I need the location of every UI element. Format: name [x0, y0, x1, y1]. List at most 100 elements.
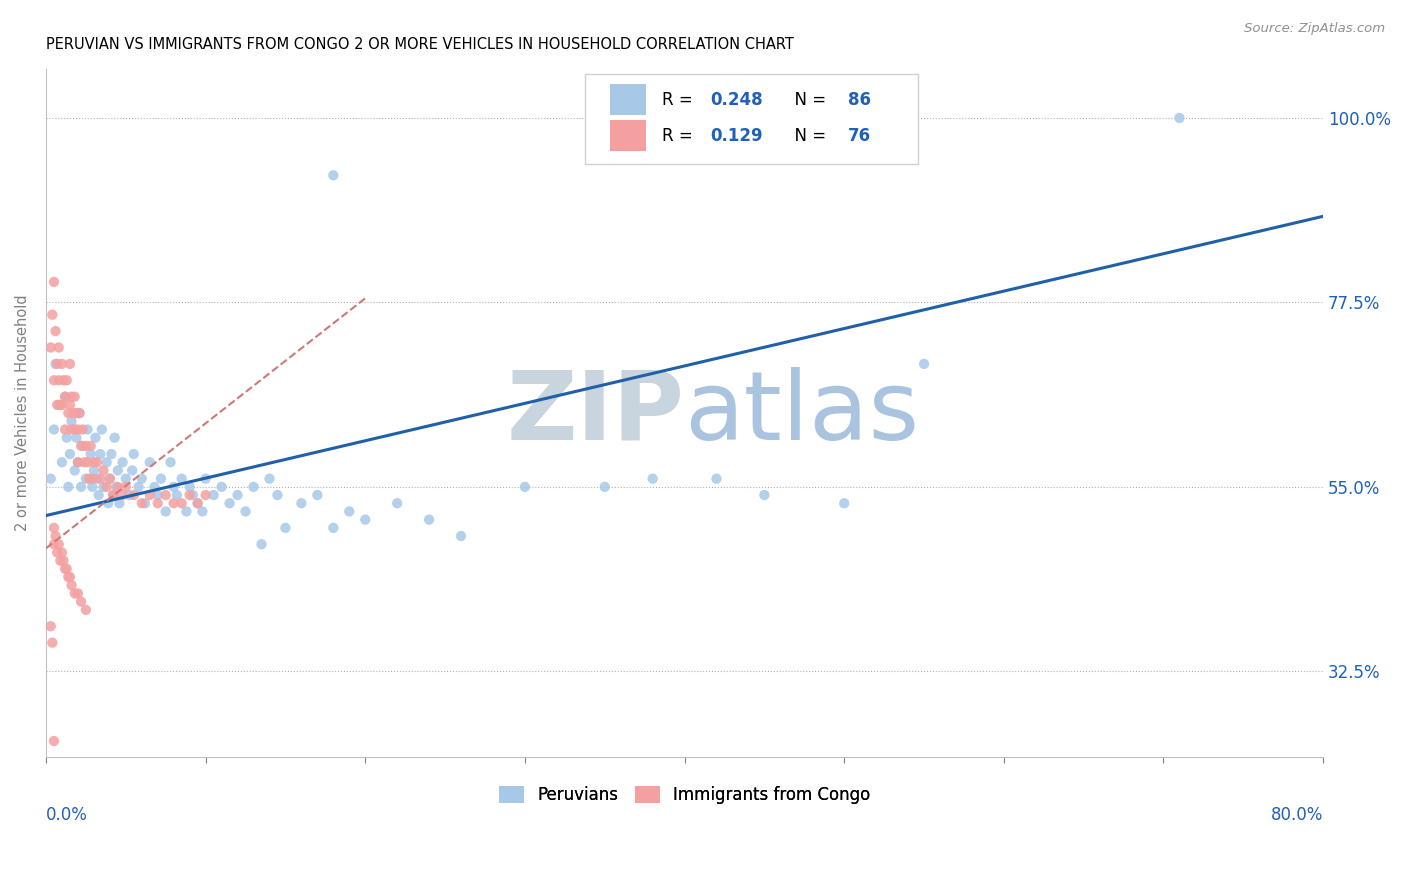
Point — [385, 496, 408, 510]
Point — [93, 463, 115, 477]
Text: atlas: atlas — [685, 367, 920, 459]
Point — [55, 431, 77, 445]
Point — [191, 504, 214, 518]
Point — [72, 439, 94, 453]
Point — [122, 447, 145, 461]
Point — [97, 496, 120, 510]
Point — [83, 455, 105, 469]
Legend: Peruvians, Immigrants from Congo: Peruvians, Immigrants from Congo — [492, 780, 877, 811]
Point — [42, 521, 65, 535]
Point — [170, 472, 193, 486]
Point — [60, 422, 83, 436]
Point — [159, 455, 181, 469]
Text: 0.129: 0.129 — [710, 127, 762, 145]
Point — [75, 603, 97, 617]
Point — [754, 488, 776, 502]
Point — [122, 488, 145, 502]
Point — [76, 455, 98, 469]
Point — [82, 472, 104, 486]
Text: R =: R = — [662, 127, 697, 145]
Point — [163, 496, 186, 510]
Point — [59, 398, 82, 412]
Point — [146, 488, 169, 502]
Point — [66, 455, 89, 469]
Point — [259, 472, 281, 486]
Point — [121, 463, 143, 477]
Point — [66, 422, 89, 436]
Point — [181, 488, 204, 502]
Point — [202, 488, 225, 502]
Text: N =: N = — [785, 127, 831, 145]
Point — [66, 586, 89, 600]
Point — [62, 406, 84, 420]
Point — [69, 406, 91, 420]
Point — [59, 357, 82, 371]
Point — [143, 480, 166, 494]
Point — [149, 472, 172, 486]
Point — [75, 439, 97, 453]
Point — [211, 480, 233, 494]
Point — [70, 439, 93, 453]
Point — [226, 488, 249, 502]
Point — [82, 480, 104, 494]
Point — [70, 480, 93, 494]
Point — [131, 496, 153, 510]
Point — [354, 513, 377, 527]
Point — [1168, 111, 1191, 125]
Point — [322, 521, 344, 535]
Point — [86, 455, 108, 469]
Point — [187, 496, 209, 510]
Text: PERUVIAN VS IMMIGRANTS FROM CONGO 2 OR MORE VEHICLES IN HOUSEHOLD CORRELATION CH: PERUVIAN VS IMMIGRANTS FROM CONGO 2 OR M… — [46, 37, 794, 53]
Point — [39, 619, 62, 633]
Point — [98, 472, 121, 486]
Point — [46, 545, 69, 559]
Point — [93, 480, 115, 494]
Point — [131, 472, 153, 486]
Point — [76, 422, 98, 436]
Text: R =: R = — [662, 91, 697, 109]
Point — [96, 455, 118, 469]
Point — [107, 480, 129, 494]
Point — [52, 373, 75, 387]
Point — [51, 545, 73, 559]
Point — [42, 275, 65, 289]
Point — [39, 472, 62, 486]
Point — [100, 447, 122, 461]
Point — [51, 357, 73, 371]
Point — [49, 398, 72, 412]
Point — [242, 480, 264, 494]
Point — [235, 504, 257, 518]
Point — [73, 455, 96, 469]
Point — [155, 504, 177, 518]
Point — [58, 570, 80, 584]
Point — [39, 341, 62, 355]
Point — [55, 562, 77, 576]
Point — [66, 455, 89, 469]
Point — [89, 472, 111, 486]
Point — [58, 406, 80, 420]
Point — [593, 480, 616, 494]
Point — [307, 488, 329, 502]
Point — [53, 390, 76, 404]
Point — [42, 422, 65, 436]
Point — [45, 357, 67, 371]
Point — [63, 586, 86, 600]
Point — [179, 480, 201, 494]
Point — [337, 504, 360, 518]
Point — [179, 488, 201, 502]
Point — [87, 488, 110, 502]
Point — [79, 447, 101, 461]
Point — [58, 480, 80, 494]
Point — [155, 488, 177, 502]
Point — [72, 422, 94, 436]
Point — [322, 169, 344, 183]
Point — [166, 488, 188, 502]
Point — [46, 357, 69, 371]
Text: 80.0%: 80.0% — [1271, 805, 1323, 823]
FancyBboxPatch shape — [610, 84, 647, 115]
Point — [450, 529, 472, 543]
Point — [218, 496, 240, 510]
Point — [48, 341, 70, 355]
Point — [46, 398, 69, 412]
Point — [118, 488, 141, 502]
